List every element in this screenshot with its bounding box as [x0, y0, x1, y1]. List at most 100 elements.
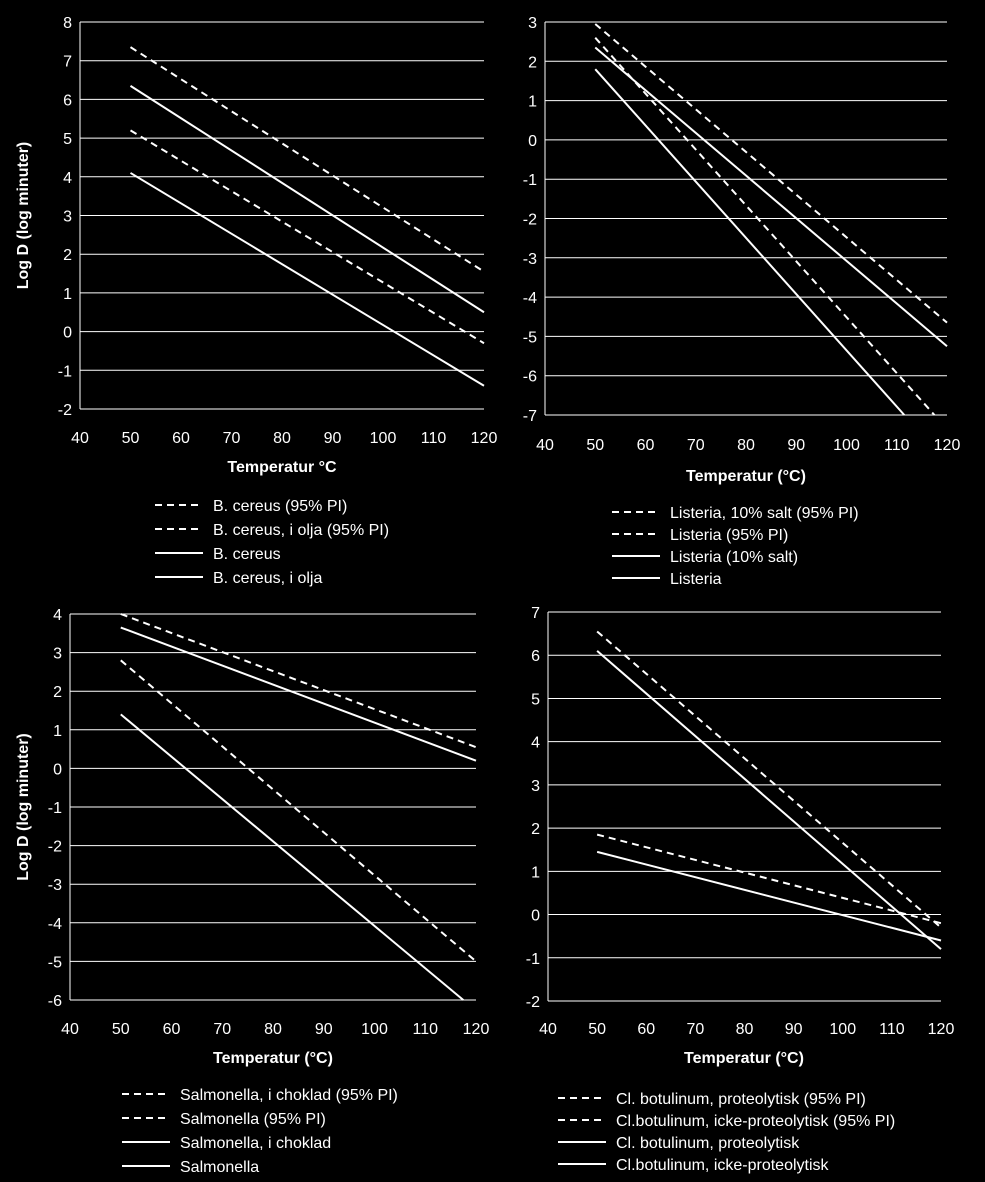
chart2-x-tick-label: 120	[934, 437, 961, 454]
chart4-legend-label: Cl.botulinum, icke-proteolytisk	[616, 1157, 830, 1174]
chart4-legend-label: Cl. botulinum, proteolytisk (95% PI)	[616, 1091, 866, 1108]
chart1-y-tick-label: 7	[63, 54, 72, 71]
chart2-y-tick-label: -1	[523, 172, 537, 189]
chart2-y-tick-label: 3	[528, 15, 537, 32]
chart1-y-tick-label: 1	[63, 286, 72, 303]
chart1-y-tick-label: -1	[58, 363, 72, 380]
chart4-y-tick-label: 0	[531, 908, 540, 925]
chart1-series-line	[129, 172, 485, 387]
chart1-x-tick-label: 90	[324, 430, 342, 447]
chart3-legend-label: Salmonella, i choklad	[180, 1135, 331, 1152]
chart3-legend-label: Salmonella	[180, 1159, 259, 1176]
chart1-x-tick-label: 60	[172, 430, 190, 447]
chart2-x-tick-label: 80	[737, 437, 755, 454]
chart4-x-tick-label: 90	[785, 1021, 803, 1038]
chart2-y-tick-label: -3	[523, 251, 537, 268]
chart2-y-tick-label: -2	[523, 212, 537, 229]
chart3-x-tick-label: 50	[112, 1021, 130, 1038]
chart2-x-tick-label: 90	[787, 437, 805, 454]
chart3-x-tick-label: 40	[61, 1021, 79, 1038]
chart4-x-tick-label: 40	[539, 1021, 557, 1038]
chart1-x-tick-label: 70	[223, 430, 241, 447]
chart1-series-line	[129, 129, 485, 345]
chart4-series-line	[596, 850, 942, 942]
chart3-y-tick-label: 2	[53, 684, 62, 701]
chart2-x-tick-label: 100	[833, 437, 860, 454]
chart4-series-line	[596, 650, 942, 950]
chart1-legend-label: B. cereus (95% PI)	[213, 498, 347, 515]
chart3-legend-label: Salmonella (95% PI)	[180, 1111, 326, 1128]
chart1-y-tick-label: 2	[63, 247, 72, 264]
chart4-y-tick-label: 6	[531, 648, 540, 665]
chart3-y-tick-label: -5	[48, 954, 62, 971]
chart1-legend-label: B. cereus, i olja (95% PI)	[213, 522, 389, 539]
chart3-x-tick-label: 100	[361, 1021, 388, 1038]
chart1-series-line	[129, 85, 485, 314]
chart1-x-tick-label: 50	[122, 430, 140, 447]
chart3-y-axis-title: Log D (log minuter)	[15, 733, 32, 881]
chart2-x-axis-title: Temperatur (°C)	[686, 468, 806, 485]
chart1-y-tick-label: 3	[63, 209, 72, 226]
chart4-y-tick-label: -2	[526, 994, 540, 1011]
chart3-y-tick-label: 1	[53, 723, 62, 740]
chart4-y-tick-label: -1	[526, 951, 540, 968]
chart4-y-tick-label: 7	[531, 605, 540, 622]
chart2-y-tick-label: 1	[528, 94, 537, 111]
chart1-x-tick-label: 100	[370, 430, 397, 447]
chart3-legend-label: Salmonella, i choklad (95% PI)	[180, 1087, 398, 1104]
chart3-x-axis-title: Temperatur (°C)	[213, 1050, 333, 1067]
chart1-x-axis-title: Temperatur °C	[227, 459, 337, 476]
chart4-x-tick-label: 80	[736, 1021, 754, 1038]
chart2-x-tick-label: 70	[687, 437, 705, 454]
chart3-series-line	[120, 659, 477, 963]
chart2-y-tick-label: -4	[523, 290, 537, 307]
chart3-x-tick-label: 120	[463, 1021, 490, 1038]
chart4-x-tick-label: 110	[879, 1021, 905, 1038]
chart3-y-tick-label: 4	[53, 607, 62, 624]
chart3-x-tick-label: 60	[163, 1021, 181, 1038]
chart4-x-tick-label: 100	[829, 1021, 856, 1038]
chart2-legend-label: Listeria (95% PI)	[670, 527, 788, 544]
chart2-y-tick-label: -7	[523, 408, 537, 425]
chart4-x-tick-label: 70	[686, 1021, 704, 1038]
chart1-x-tick-label: 120	[471, 430, 498, 447]
chart3-series-line	[120, 613, 477, 749]
chart4-x-tick-label: 50	[588, 1021, 606, 1038]
chart1-x-tick-label: 40	[71, 430, 89, 447]
chart3-series-line	[120, 713, 464, 1001]
chart2-x-tick-label: 60	[637, 437, 655, 454]
chart1-legend-label: B. cereus	[213, 546, 281, 563]
chart1-y-tick-label: -2	[58, 402, 72, 419]
chart4-y-tick-label: 1	[531, 864, 540, 881]
chart3-y-tick-label: -2	[48, 839, 62, 856]
chart2-legend-label: Listeria	[670, 571, 722, 588]
chart4-x-axis-title: Temperatur (°C)	[684, 1050, 804, 1067]
chart4-y-tick-label: 5	[531, 691, 540, 708]
chart3-series-line	[120, 626, 477, 762]
chart1-x-tick-label: 110	[421, 430, 447, 447]
chart2-series-line	[594, 46, 948, 347]
chart2-legend-label: Listeria (10% salt)	[670, 549, 798, 566]
chart4-legend-label: Cl. botulinum, proteolytisk	[616, 1135, 800, 1152]
chart3-x-tick-label: 90	[315, 1021, 333, 1038]
chart4-x-tick-label: 120	[928, 1021, 955, 1038]
chart2-y-tick-label: 2	[528, 54, 537, 71]
chart2-series-line	[594, 37, 936, 416]
chart1-x-tick-label: 80	[273, 430, 291, 447]
chart2-y-tick-label: 0	[528, 133, 537, 150]
chart2-x-tick-label: 50	[586, 437, 604, 454]
chart3-y-tick-label: 3	[53, 646, 62, 663]
chart4-y-tick-label: 2	[531, 821, 540, 838]
chart4-legend-label: Cl.botulinum, icke-proteolytisk (95% PI)	[616, 1113, 895, 1130]
chart3-y-tick-label: -1	[48, 800, 62, 817]
chart4-series-line	[596, 833, 942, 925]
chart1-y-axis-title: Log D (log minuter)	[15, 142, 32, 290]
chart1-y-tick-label: 6	[63, 92, 72, 109]
chart4-y-tick-label: 3	[531, 778, 540, 795]
chart4-x-tick-label: 60	[637, 1021, 655, 1038]
chart1-series-line	[129, 46, 485, 273]
chart3-y-tick-label: 0	[53, 761, 62, 778]
chart1-y-tick-label: 5	[63, 131, 72, 148]
chart4-series-line	[596, 630, 942, 929]
chart3-x-tick-label: 80	[264, 1021, 282, 1038]
